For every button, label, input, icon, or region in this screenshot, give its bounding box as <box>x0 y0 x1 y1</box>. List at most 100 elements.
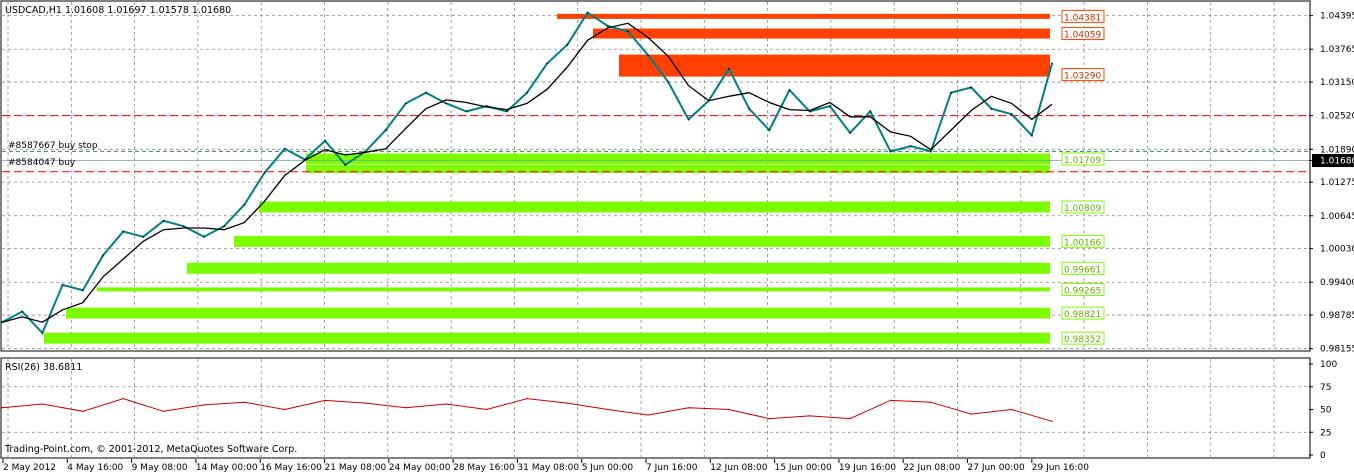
rsi-point <box>970 413 972 415</box>
zone-price-tag <box>1061 282 1105 296</box>
time-axis-label: 5 Jun 00:00 <box>582 463 634 473</box>
price-point <box>1031 134 1033 137</box>
zone-price-tag <box>1061 331 1105 345</box>
price-point <box>829 105 831 107</box>
order-zones <box>44 13 1050 344</box>
price-point <box>304 158 306 161</box>
price-y-tick-label: 0.98785 <box>1320 311 1354 321</box>
current-price-label: 1.01680 <box>1320 157 1354 167</box>
price-point <box>606 25 609 27</box>
zone-price-tag <box>1061 9 1105 23</box>
rsi-point <box>566 402 569 404</box>
price-point <box>627 30 629 33</box>
time-axis: 2 May 2012 4 May 16:00 9 May 08:00 14 May 0… <box>2 459 1089 473</box>
price-point <box>566 43 569 46</box>
price-pane-frame <box>0 0 1311 352</box>
rsi-point <box>728 408 730 411</box>
zone-price-label: 1.01709 <box>1064 156 1101 166</box>
rsi-point <box>405 406 407 409</box>
price-point <box>405 102 407 105</box>
price-point <box>223 225 225 227</box>
price-point <box>1051 62 1053 65</box>
order-label-buy-stop: #8587667 buy stop <box>8 141 98 151</box>
rsi-pane-frame <box>0 357 1311 459</box>
price-point <box>1010 113 1013 115</box>
rsi-series <box>1 397 1053 423</box>
rsi-point <box>687 406 690 409</box>
copyright-footer: Trading-Point.com, © 2001-2012, MetaQuot… <box>4 444 297 455</box>
price-point <box>950 91 952 94</box>
buy-zone-bar <box>187 262 1050 274</box>
price-y-axis: 1.04395 1.03765 1.03150 1.02520 1.01890 1.012… <box>1309 12 1354 355</box>
rsi-point <box>768 417 771 420</box>
price-point <box>384 129 387 131</box>
price-y-tick-label: 0.99400 <box>1320 278 1354 288</box>
buy-zone-bar <box>259 201 1050 213</box>
price-series <box>1 11 1053 335</box>
price-point <box>81 289 84 292</box>
zone-price-tag <box>1061 68 1105 82</box>
time-axis-label: 31 May 08:00 <box>517 463 579 473</box>
rsi-point <box>122 397 124 400</box>
rsi-point <box>1 406 3 409</box>
price-y-tick-label: 1.04395 <box>1320 12 1354 22</box>
price-point <box>203 236 205 238</box>
price-point <box>41 332 44 334</box>
time-axis-label: 16 May 16:00 <box>260 463 322 473</box>
price-point <box>506 110 508 113</box>
price-point <box>445 102 448 105</box>
price-point <box>930 150 932 153</box>
price-pane: 1.04381 1.04059 1.03290 1.01709 1.00809 1.001… <box>0 0 1354 355</box>
buy-zone-bar <box>44 332 1050 344</box>
price-point <box>243 204 246 206</box>
price-y-tick-label: 1.03765 <box>1320 45 1354 55</box>
time-axis-label: 12 Jun 08:00 <box>710 463 767 473</box>
rsi-point <box>324 399 326 402</box>
price-point <box>61 284 64 286</box>
buy-zone-bar <box>306 164 1050 173</box>
price-point <box>142 236 145 238</box>
current-price-marker <box>1312 154 1354 168</box>
time-axis-label: 2 May 2012 <box>3 463 56 473</box>
rsi-point <box>243 401 246 403</box>
zone-price-label: 1.00809 <box>1064 204 1101 214</box>
time-axis-label: 24 May 00:00 <box>389 463 451 473</box>
price-point <box>748 107 750 110</box>
price-point <box>586 11 589 14</box>
price-point <box>162 220 165 222</box>
price-point <box>182 225 185 227</box>
zone-price-tag <box>1061 234 1105 248</box>
price-point <box>889 150 892 153</box>
rsi-point <box>526 397 528 400</box>
zone-price-label: 1.03290 <box>1064 72 1101 82</box>
time-axis-label: 22 Jun 08:00 <box>903 463 960 473</box>
rsi-point <box>364 402 367 404</box>
price-y-tick-label: 1.03150 <box>1320 78 1354 88</box>
price-point <box>990 107 993 110</box>
zone-price-tag <box>1061 152 1105 166</box>
buy-zone-bar <box>234 235 1050 247</box>
price-y-tick-label: 1.02520 <box>1320 112 1354 122</box>
rsi-point <box>1051 420 1053 423</box>
time-axis-label: 27 Jun 00:00 <box>968 463 1025 473</box>
zone-price-label: 0.98352 <box>1064 335 1101 345</box>
rsi-point <box>808 415 811 417</box>
zone-price-label: 0.99265 <box>1064 286 1101 296</box>
zone-price-label: 1.04059 <box>1064 31 1101 41</box>
sell-zone-bar <box>557 13 1050 19</box>
rsi-y-tick-label: 100 <box>1320 360 1337 370</box>
price-point <box>728 67 730 70</box>
zone-price-tag <box>1061 200 1105 214</box>
rsi-y-tick-label: 25 <box>1320 428 1331 438</box>
rsi-point <box>162 410 165 413</box>
rsi-point <box>647 414 649 416</box>
rsi-point <box>445 403 447 405</box>
time-axis-label: 29 Jun 16:00 <box>1032 463 1089 473</box>
time-axis-label: 7 Jun 16:00 <box>646 463 698 473</box>
price-point <box>526 91 528 94</box>
time-axis-label: 14 May 00:00 <box>196 463 258 473</box>
price-point <box>647 54 649 57</box>
price-y-tick-label: 1.00645 <box>1320 212 1354 222</box>
zone-price-label: 0.98821 <box>1064 310 1101 320</box>
buy-zone-bar <box>97 287 1050 292</box>
